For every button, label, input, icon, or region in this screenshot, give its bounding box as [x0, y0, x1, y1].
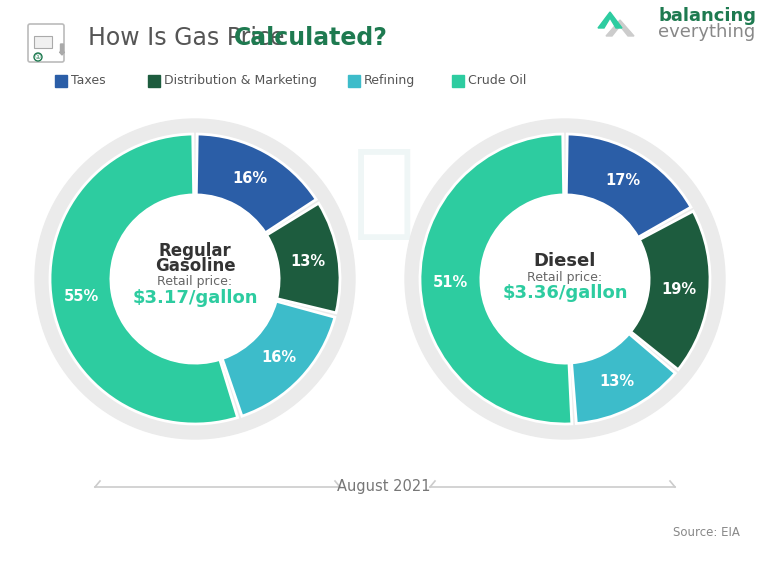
Text: 51%: 51% — [433, 275, 468, 290]
Circle shape — [481, 195, 649, 363]
FancyArrow shape — [59, 44, 65, 55]
Text: Distribution & Marketing: Distribution & Marketing — [164, 74, 317, 87]
Circle shape — [35, 119, 355, 439]
Text: Calculated?: Calculated? — [234, 26, 388, 50]
Wedge shape — [566, 134, 691, 237]
Text: Diesel: Diesel — [534, 252, 596, 270]
Circle shape — [405, 119, 725, 439]
Text: Source: EIA: Source: EIA — [673, 526, 740, 538]
Bar — [452, 75, 464, 87]
Text: Taxes: Taxes — [71, 74, 106, 87]
Text: Crude Oil: Crude Oil — [468, 74, 526, 87]
Wedge shape — [571, 333, 675, 424]
Circle shape — [34, 53, 42, 61]
Bar — [55, 75, 67, 87]
Text: Refining: Refining — [364, 74, 415, 87]
Wedge shape — [222, 301, 335, 416]
Wedge shape — [266, 203, 340, 313]
Text: 13%: 13% — [290, 254, 326, 269]
Polygon shape — [606, 20, 634, 36]
Text: 💰: 💰 — [353, 144, 415, 245]
Text: 16%: 16% — [233, 171, 268, 186]
Text: $3.17/gallon: $3.17/gallon — [132, 289, 258, 307]
Text: 17%: 17% — [606, 173, 641, 188]
Text: Retail price:: Retail price: — [157, 276, 233, 289]
Wedge shape — [197, 134, 316, 233]
Text: balancing: balancing — [658, 7, 756, 25]
Bar — [348, 75, 360, 87]
Text: Regular: Regular — [159, 242, 231, 260]
Wedge shape — [50, 134, 237, 424]
Text: 19%: 19% — [661, 282, 697, 297]
Text: Gasoline: Gasoline — [154, 257, 235, 275]
Text: 16%: 16% — [261, 350, 296, 365]
FancyBboxPatch shape — [28, 24, 64, 62]
Text: Retail price:: Retail price: — [528, 270, 603, 284]
Text: August 2021: August 2021 — [337, 479, 431, 494]
Bar — [34, 36, 52, 48]
Text: ①: ① — [35, 54, 41, 60]
Wedge shape — [420, 134, 572, 424]
Text: 13%: 13% — [600, 374, 634, 389]
Wedge shape — [631, 211, 710, 370]
Polygon shape — [598, 12, 622, 28]
Text: 55%: 55% — [65, 289, 100, 304]
Text: How Is Gas Price: How Is Gas Price — [88, 26, 292, 50]
Text: $3.36/gallon: $3.36/gallon — [502, 284, 627, 302]
Circle shape — [111, 195, 279, 363]
Text: everything: everything — [658, 23, 755, 41]
Bar — [148, 75, 160, 87]
